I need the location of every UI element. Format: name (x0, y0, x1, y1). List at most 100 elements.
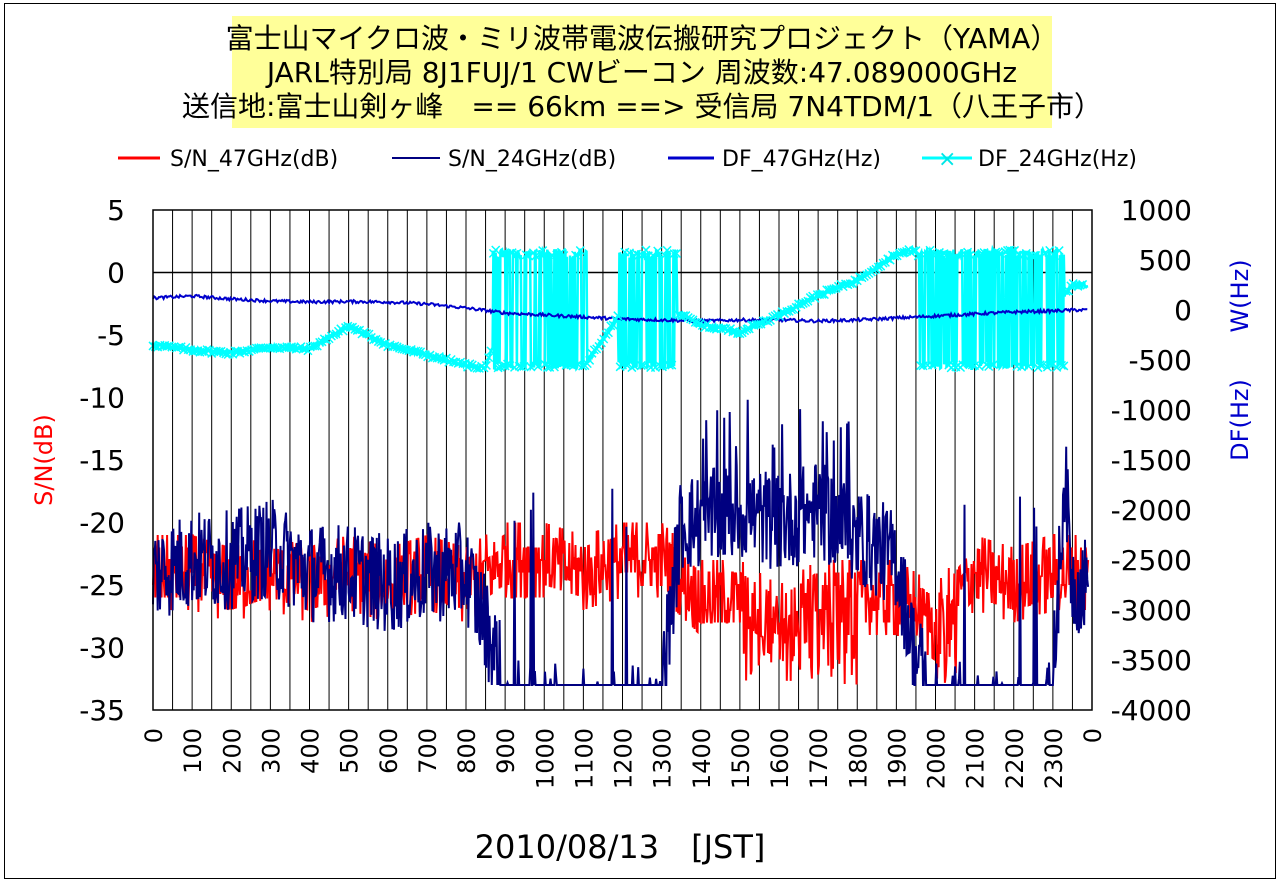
df24-marker (625, 248, 635, 258)
y-left-tick-label: -10 (79, 382, 125, 415)
df24-marker (533, 361, 543, 372)
axes-labels: 50-5-10-15-20-25-30-3510005000-500-1000-… (79, 194, 1192, 789)
df24-marker (1021, 248, 1031, 258)
df24-marker (481, 360, 491, 370)
df24-marker (1056, 360, 1067, 370)
x-tick-label: 2200 (1001, 728, 1029, 789)
df24-marker (995, 248, 1005, 258)
x-tick-label: 400 (297, 728, 325, 774)
y-axis-right-title-df: DF(Hz) (1226, 379, 1254, 461)
df24-marker (606, 321, 616, 331)
y-right-tick-label: -3500 (1111, 644, 1192, 677)
df24-marker (986, 249, 996, 260)
x-axis-title: 2010/08/13 [JST] (475, 828, 766, 866)
df24-marker (549, 362, 559, 372)
df24-marker (967, 360, 977, 370)
df24-marker (1063, 286, 1074, 296)
x-tick-label: 1500 (727, 728, 755, 789)
df24-marker (899, 247, 909, 257)
df24-marker (608, 320, 618, 330)
df24-marker (629, 361, 639, 371)
df24-marker (1054, 246, 1064, 256)
df24-marker (972, 250, 982, 261)
x-tick-label: 2100 (962, 728, 990, 789)
df24-marker (634, 250, 644, 260)
legend-label-df47: DF_47GHz(Hz) (722, 147, 881, 172)
x-tick-label: 2000 (923, 728, 951, 789)
y-left-tick-label: -5 (97, 319, 125, 352)
df24-marker (613, 311, 623, 321)
x-tick-label: 700 (414, 728, 442, 774)
df24-marker (369, 335, 379, 345)
df24-marker (754, 319, 764, 329)
df24-marker (291, 344, 301, 354)
df24-marker (671, 248, 682, 259)
df24-marker (1031, 250, 1041, 260)
df24-marker (512, 248, 522, 258)
x-tick-label: 0 (140, 728, 168, 743)
df24-marker (505, 361, 515, 371)
title-line-3: 送信地:富士山剣ヶ峰 == 66km ==> 受信局 7N4TDM/1（八王子市… (182, 90, 1102, 123)
df24-marker (927, 360, 937, 370)
df24-marker (486, 346, 496, 356)
df24-marker (925, 245, 935, 255)
df24-marker (641, 245, 651, 255)
df24-marker (775, 311, 785, 322)
y-left-tick-label: 0 (107, 257, 125, 290)
df24-marker (669, 249, 679, 259)
df24-marker (589, 345, 599, 355)
df24-marker (869, 265, 879, 275)
df24-marker (984, 361, 994, 372)
df24-marker (653, 246, 663, 256)
y-right-tick-label: 500 (1139, 244, 1192, 277)
title-box (232, 16, 1052, 128)
df24-marker (974, 361, 984, 372)
df24-marker (988, 360, 998, 370)
df24-marker (458, 359, 468, 369)
df24-marker (979, 248, 989, 258)
df24-marker (735, 329, 745, 339)
df24-marker (786, 305, 797, 315)
df24-marker (517, 362, 527, 372)
df24-marker (493, 363, 503, 373)
df24-marker (298, 344, 308, 354)
chart-frame (4, 3, 1276, 879)
df24-marker (664, 360, 674, 370)
df24-marker (538, 246, 548, 256)
df24-marker (958, 360, 968, 370)
y-right-tick-label: -1000 (1111, 394, 1192, 427)
df24-marker (524, 251, 534, 261)
y-axis-right-title-w: W(Hz) (1226, 259, 1254, 332)
y-right-tick-label: 1000 (1121, 194, 1192, 227)
df24-marker (850, 275, 860, 285)
df24-marker (639, 360, 649, 370)
df24-marker (782, 306, 792, 317)
df24-marker (667, 360, 677, 370)
x-tick-label: 2300 (1040, 728, 1068, 789)
df24-marker (1040, 248, 1050, 258)
df24-marker (693, 317, 703, 328)
df24-marker (998, 359, 1008, 369)
y-right-tick-label: -3000 (1111, 594, 1192, 627)
df24-marker (1042, 362, 1052, 372)
df24-marker (916, 361, 926, 371)
df24-marker (315, 337, 325, 347)
legend-label-sn24: S/N_24GHz(dB) (448, 147, 616, 172)
series-line-sn24 (152, 399, 1090, 686)
legend-label-sn47: S/N_47GHz(dB) (170, 147, 338, 172)
df24-marker (491, 245, 501, 255)
df24-marker (542, 362, 552, 373)
df24-marker (521, 250, 531, 260)
df24-marker (585, 355, 595, 365)
x-tick-label: 200 (218, 728, 246, 774)
x-tick-label: 900 (492, 728, 520, 774)
df24-marker (218, 348, 228, 358)
df24-marker (1028, 251, 1038, 261)
df24-marker (679, 311, 689, 321)
y-left-tick-label: -25 (79, 569, 125, 602)
df24-marker (911, 246, 921, 256)
df24-marker (174, 342, 184, 352)
y-left-tick-label: 5 (107, 194, 125, 227)
x-tick-label: 1200 (610, 728, 638, 789)
y-left-tick-label: -15 (79, 444, 125, 477)
